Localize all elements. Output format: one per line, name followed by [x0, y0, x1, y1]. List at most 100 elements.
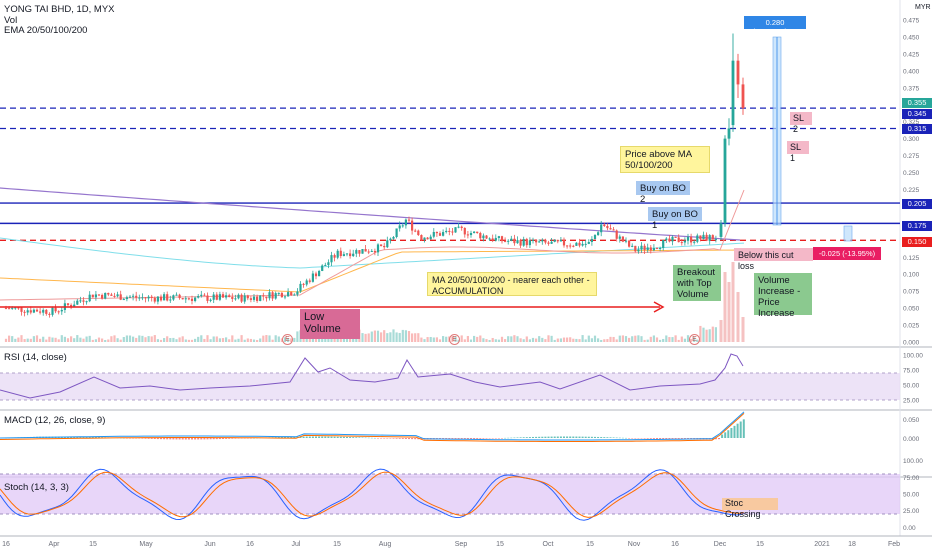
macd-histogram: [730, 428, 733, 438]
time-axis-tick: 16: [246, 541, 254, 548]
volume-bar: [612, 336, 615, 342]
macd-histogram: [404, 438, 407, 439]
volume-bar: [116, 338, 119, 342]
candle-body: [107, 292, 110, 295]
candle-body: [259, 295, 262, 301]
macd-histogram: [621, 437, 624, 439]
volume-bar: [221, 338, 225, 342]
candle-body: [609, 228, 612, 230]
volume-bar: [652, 335, 655, 342]
candle-body: [101, 294, 104, 299]
volume-bar: [510, 336, 513, 342]
volume-bar: [234, 339, 237, 342]
volume-bar: [426, 337, 429, 342]
candle-body: [26, 310, 29, 313]
candle-body: [327, 262, 330, 265]
ema-50-line: [0, 249, 744, 293]
volume-bar: [429, 336, 432, 342]
candle-body: [655, 248, 659, 250]
macd-histogram: [606, 437, 609, 438]
candle-body: [125, 297, 128, 300]
candle-body: [683, 240, 686, 243]
earnings-marker-1[interactable]: E: [282, 334, 293, 345]
volume-bar: [609, 336, 612, 342]
ema-200-line: [0, 187, 741, 241]
candle-body: [535, 239, 538, 243]
volume-bar: [714, 327, 717, 342]
time-axis-tick: 15: [333, 541, 341, 548]
macd-histogram: [361, 437, 364, 438]
sl2-note: SL 2: [790, 112, 812, 134]
macd-histogram: [516, 437, 519, 438]
candle-body: [414, 230, 417, 232]
stoc-crossing-note: Stoc Crossing: [722, 498, 778, 519]
candle-body: [690, 236, 693, 243]
volume-bar: [373, 330, 376, 342]
candle-body: [215, 294, 218, 300]
volume-bar: [277, 336, 280, 342]
volume-bar: [79, 337, 82, 342]
macd-histogram: [383, 438, 386, 439]
time-axis-tick: Apr: [49, 541, 61, 548]
volume-bar: [29, 338, 32, 342]
macd-histogram: [637, 438, 640, 439]
candle-body: [17, 307, 20, 309]
volume-bar: [66, 338, 70, 342]
macd-histogram: [640, 438, 643, 439]
candle-body: [590, 239, 593, 242]
macd-histogram: [280, 436, 283, 438]
volume-bar: [389, 332, 392, 342]
candle-body: [45, 309, 48, 314]
macd-histogram: [342, 436, 345, 438]
volume-label: Vol: [4, 15, 18, 26]
volume-bar: [166, 336, 169, 342]
candle-body: [197, 296, 200, 298]
candle-body: [314, 273, 318, 277]
volume-bar: [516, 336, 519, 342]
candle-body: [265, 296, 268, 299]
macd-histogram: [714, 438, 717, 440]
candle-body: [640, 245, 643, 250]
volume-bar: [556, 338, 559, 342]
candle-body: [624, 240, 628, 242]
macd-histogram: [513, 437, 516, 439]
volume-bar: [674, 335, 677, 342]
candle-body: [550, 241, 553, 244]
volume-bar: [411, 333, 414, 342]
price-axis-tick: 0.000: [903, 340, 920, 347]
rsi-tick: 75.00: [903, 368, 920, 375]
time-axis-tick: 2021: [814, 541, 830, 548]
volume-bar: [23, 339, 26, 342]
macd-histogram: [349, 437, 352, 438]
candle-body: [628, 240, 631, 247]
volume-bar: [150, 336, 153, 342]
candle-body: [714, 239, 717, 241]
candle-body: [237, 294, 240, 299]
volume-bar: [618, 335, 621, 342]
candle-body: [54, 307, 57, 312]
price-axis-tick: 0.475: [903, 18, 920, 25]
macd-histogram: [463, 438, 466, 440]
candle-body: [23, 311, 26, 313]
macd-histogram: [398, 438, 401, 439]
macd-histogram: [98, 437, 100, 438]
candle-body: [159, 296, 163, 301]
macd-histogram: [476, 438, 479, 439]
macd-histogram: [336, 436, 339, 438]
volume-bar: [20, 335, 23, 342]
candle-body: [104, 292, 107, 299]
macd-histogram: [736, 423, 739, 438]
price-tag-150: 0.150: [902, 237, 932, 247]
volume-bar: [507, 336, 510, 342]
volume-bar: [237, 338, 240, 342]
macd-histogram: [724, 432, 727, 438]
earnings-marker-2[interactable]: E: [449, 334, 460, 345]
stoch-tick: 100.00: [903, 458, 923, 465]
candle-body: [404, 219, 407, 226]
candle-body: [268, 292, 271, 299]
volume-bar: [445, 336, 448, 342]
candle-body: [516, 240, 519, 244]
macd-histogram: [346, 436, 348, 438]
earnings-marker-3[interactable]: E: [689, 334, 700, 345]
macd-histogram: [150, 438, 153, 439]
